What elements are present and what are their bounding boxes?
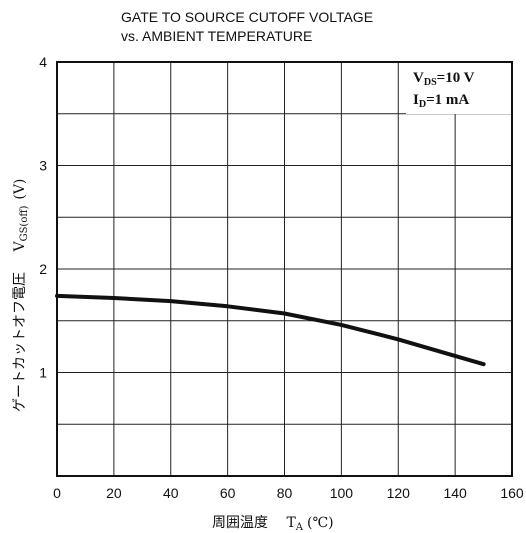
annotation-vds: VDS=10 V [413,70,475,88]
y-axis-symbol-sub: GS(off) [19,206,30,242]
annotation-vds-sub: DS [424,77,437,88]
grid [57,62,512,476]
x-tick-label: 140 [443,485,467,501]
y-axis-unit: (V) [12,179,28,200]
annotation-box: VDS=10 V ID=1 mA [406,63,511,114]
y-tick-label: 3 [39,158,47,174]
x-tick-label: 40 [163,485,179,501]
annotation-vds-value: =10 V [437,70,475,86]
x-tick-label: 0 [53,485,61,501]
annotation-id-value: =1 mA [426,92,469,108]
x-axis-symbol: T [286,515,296,531]
x-tick-label: 100 [330,485,354,501]
y-axis-label-jp: ゲートカットオフ電圧 [12,272,28,412]
chart-title-line1: GATE TO SOURCE CUTOFF VOLTAGE [121,9,373,25]
y-tick-label: 2 [39,261,47,277]
x-tick-label: 60 [220,485,236,501]
chart-title-line2: vs. AMBIENT TEMPERATURE [121,28,312,44]
x-tick-label: 80 [277,485,293,501]
x-tick-labels: 0 20 40 60 80 100 120 140 160 [53,485,524,501]
annotation-id-sub: D [419,99,426,110]
x-tick-label: 160 [500,485,524,501]
annotation-id-symbol: I [413,92,419,108]
annotation-background [406,63,511,114]
series-line [55,293,486,367]
y-axis-label: ゲートカットオフ電圧 VGS(off) (V) [12,179,30,412]
y-tick-label: 4 [39,54,47,70]
x-axis-symbol-sub: A [295,522,304,533]
x-axis-label-jp: 周囲温度 [212,515,268,531]
x-tick-label: 120 [387,485,411,501]
annotation-vds-symbol: V [413,70,424,86]
x-tick-label: 20 [106,485,122,501]
y-axis-symbol: V [12,241,28,253]
plot-frame [56,61,513,477]
y-tick-labels: 1 2 3 4 [39,54,47,381]
x-axis-label: 周囲温度 TA (℃) [212,515,334,533]
annotation-id: ID=1 mA [413,92,469,110]
x-axis-unit: (℃) [307,515,334,531]
y-tick-label: 1 [39,365,47,381]
